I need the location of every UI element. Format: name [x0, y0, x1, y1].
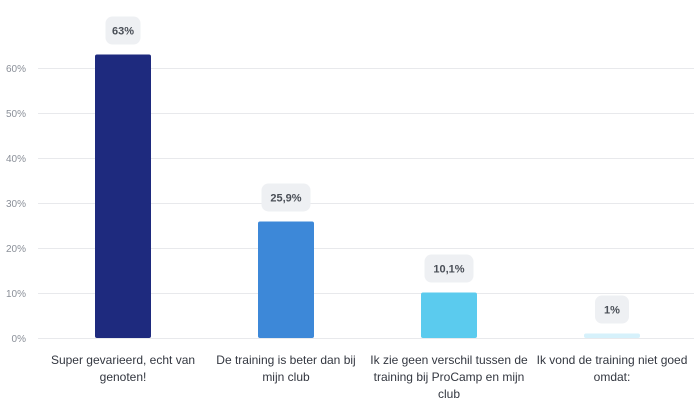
bar [95, 54, 151, 338]
y-tick-label: 40% [6, 154, 26, 165]
data-label-background [105, 16, 141, 45]
bar [584, 333, 640, 338]
y-tick-label: 20% [6, 244, 26, 255]
y-tick-label: 60% [6, 64, 26, 75]
bar-layer [95, 54, 640, 338]
data-label: 10,1% [433, 264, 464, 276]
y-tick-label: 0% [12, 334, 27, 345]
data-label: 63% [112, 26, 134, 38]
data-label-background [261, 183, 311, 212]
y-tick-label: 10% [6, 289, 26, 300]
category-label: Ik zie geen verschil tussen de training … [370, 353, 528, 401]
data-label-background [424, 254, 474, 283]
category-label: Ik vond de training niet goed omdat: [536, 353, 688, 384]
data-label-background [595, 295, 629, 324]
category-label: Super gevarieerd, echt van genoten! [50, 353, 196, 384]
data-label: 25,9% [270, 192, 301, 204]
category-label: De training is beter dan bij mijn club [216, 353, 356, 384]
y-tick-label: 30% [6, 199, 26, 210]
bar [258, 221, 314, 338]
bar [421, 292, 477, 338]
data-label-layer: 63% 25,9% 10,1% 1% [105, 16, 629, 324]
y-tick-label: 50% [6, 109, 26, 120]
data-label: 1% [604, 305, 620, 317]
